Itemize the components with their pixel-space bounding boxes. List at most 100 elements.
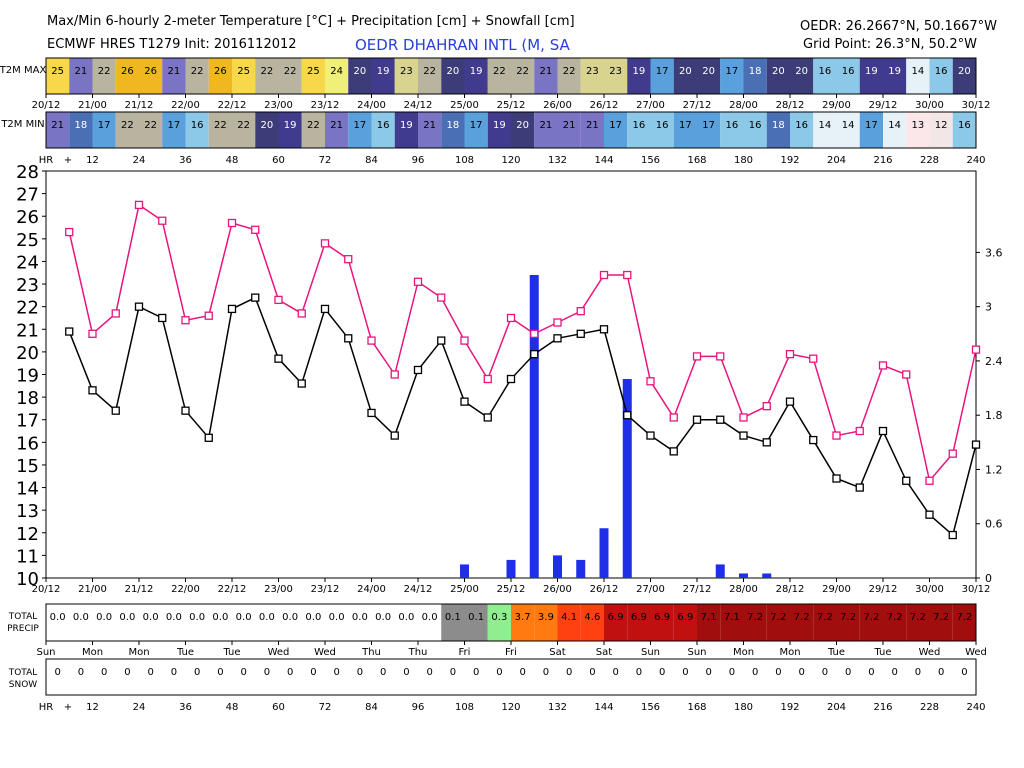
- t2m-max-cell: [325, 58, 349, 94]
- total-precip-value: 7.2: [770, 612, 786, 623]
- plot-date-label: 24/00: [357, 584, 386, 595]
- total-precip-value: 0.1: [445, 612, 461, 623]
- t2m-max-value: 22: [516, 66, 529, 77]
- date-tick-label: 28/00: [729, 100, 758, 111]
- total-snow-value: 0: [357, 667, 363, 678]
- t2m-min-cell: [580, 112, 604, 148]
- station-coords: OEDR: 26.2667°N, 50.1667°W: [800, 19, 997, 34]
- total-precip-value: 0.0: [375, 612, 391, 623]
- date-tick-label: 22/00: [171, 100, 200, 111]
- t2m-max-cell: [673, 58, 697, 94]
- t2m-max-value: 20: [679, 66, 692, 77]
- min-temp-point: [274, 354, 283, 363]
- total-precip-value: 0.0: [119, 612, 135, 623]
- max-temp-point: [599, 270, 609, 280]
- total-precip-cell: [906, 604, 930, 641]
- t2m-max-cell: [580, 58, 604, 94]
- hr-tick-top: 216: [873, 155, 892, 166]
- max-temp-point: [902, 370, 911, 379]
- plot-date-label: 25/00: [450, 584, 479, 595]
- total-precip-value: 0.0: [352, 612, 368, 623]
- min-temp-point: [227, 304, 237, 314]
- total-precip-value: 7.2: [840, 612, 856, 623]
- t2m-max-value: 20: [354, 66, 367, 77]
- t2m-min-cell: [278, 112, 302, 148]
- temp-axis-label: 13: [16, 501, 39, 522]
- total-snow-value: 0: [682, 667, 688, 678]
- min-temp-point: [320, 304, 330, 314]
- t2m-min-value: 19: [400, 120, 413, 131]
- grid-point: Grid Point: 26.3°N, 50.2°W: [803, 37, 977, 52]
- t2m-min-frame: [45, 111, 977, 149]
- total-precip-cell: [929, 604, 953, 641]
- min-temp-point: [251, 293, 260, 302]
- t2m-min-cell: [813, 112, 837, 148]
- date-tick-label: 25/00: [450, 100, 479, 111]
- t2m-min-cell: [371, 112, 395, 148]
- t2m-max-cell: [301, 58, 325, 94]
- t2m-min-cell: [115, 112, 139, 148]
- max-temp-point: [855, 426, 864, 436]
- t2m-min-value: 13: [912, 120, 925, 131]
- plot-date-label: 28/12: [776, 584, 805, 595]
- t2m-max-cell: [952, 58, 976, 94]
- t2m-min-cell: [487, 112, 511, 148]
- min-temp-point: [530, 349, 539, 359]
- day-name-label: Wed: [314, 647, 336, 658]
- t2m-max-value: 26: [214, 66, 227, 77]
- t2m-min-value: 20: [261, 120, 274, 131]
- t2m-max-cell: [766, 58, 790, 94]
- plot-date-label: 30/00: [915, 584, 944, 595]
- label-total-snow-2: SNOW: [9, 680, 38, 690]
- total-precip-cell: [627, 604, 651, 641]
- total-precip-value: 7.2: [817, 612, 833, 623]
- day-name-label: Thu: [408, 647, 428, 658]
- plot-date-label: 23/00: [264, 584, 293, 595]
- total-precip-cell: [464, 604, 488, 641]
- hr-tick-top: 132: [548, 155, 567, 166]
- label-total-precip-2: PRECIP: [7, 624, 39, 634]
- total-precip-cell: [301, 604, 325, 641]
- t2m-min-value: 12: [935, 120, 948, 131]
- t2m-min-cell: [46, 112, 70, 148]
- t2m-max-cell: [743, 58, 767, 94]
- min-temp-point: [669, 447, 678, 456]
- date-tick-label: 30/00: [915, 100, 944, 111]
- t2m-min-value: 17: [354, 120, 367, 131]
- total-snow-value: 0: [659, 667, 665, 678]
- t2m-min-cell: [836, 112, 860, 148]
- t2m-min-value: 18: [447, 120, 460, 131]
- hr-tick-bottom: 108: [455, 702, 474, 713]
- min-temp-point: [692, 415, 702, 424]
- total-precip-value: 0.0: [212, 612, 228, 623]
- t2m-min-value: 16: [795, 120, 808, 131]
- total-precip-value: 0.0: [422, 612, 438, 623]
- t2m-max-cell: [604, 58, 628, 94]
- plot-date-label: 21/00: [78, 584, 107, 595]
- total-precip-cell: [604, 604, 628, 641]
- plot-date-label: 22/00: [171, 584, 200, 595]
- t2m-max-value: 22: [423, 66, 436, 77]
- chart-title: Max/Min 6-hourly 2-meter Temperature [°C…: [47, 14, 575, 29]
- total-precip-value: 0.0: [259, 612, 275, 623]
- total-snow-value: 0: [915, 667, 921, 678]
- max-temp-point: [460, 336, 469, 345]
- total-precip-value: 0.0: [236, 612, 252, 623]
- total-precip-cell: [348, 604, 372, 641]
- t2m-max-cell: [441, 58, 465, 94]
- date-tick-label: 26/12: [590, 100, 619, 111]
- min-temp-point: [739, 431, 748, 440]
- hr-tick-top: 228: [920, 155, 939, 166]
- date-tick-label: 24/12: [404, 100, 433, 111]
- t2m-max-value: 16: [935, 66, 948, 77]
- hr-tick-top: 240: [966, 155, 985, 166]
- date-tick-label: 21/12: [125, 100, 154, 111]
- min-temp-point: [483, 413, 492, 422]
- total-precip-value: 7.2: [747, 612, 763, 623]
- t2m-min-value: 16: [958, 120, 971, 131]
- total-precip-value: 6.9: [631, 612, 647, 623]
- temp-axis-label: 18: [16, 388, 39, 409]
- temp-axis-label: 10: [16, 569, 39, 590]
- total-snow-value: 0: [240, 667, 246, 678]
